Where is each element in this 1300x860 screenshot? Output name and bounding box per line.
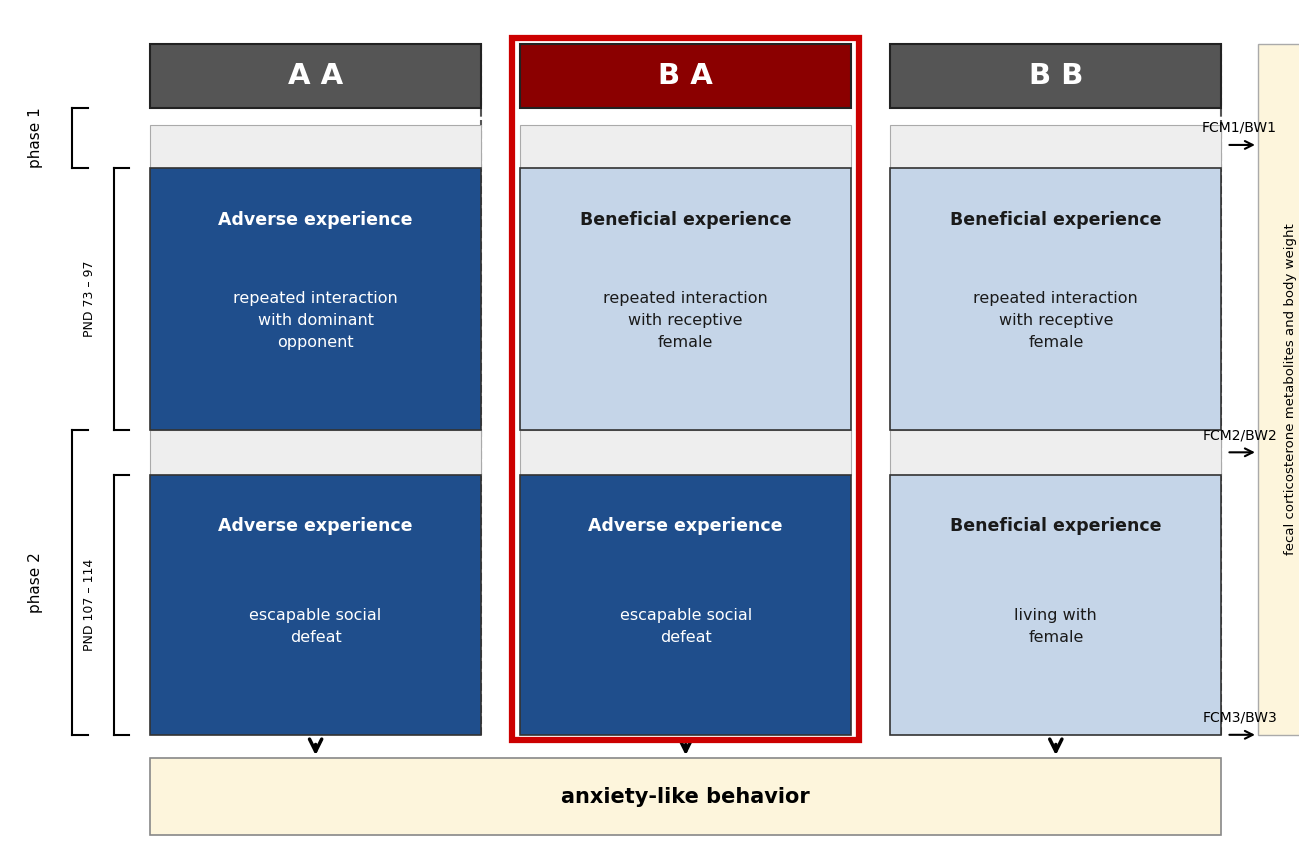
Bar: [891, 475, 1222, 734]
Bar: [150, 168, 481, 430]
Bar: [891, 168, 1222, 430]
Text: PND 107 – 114: PND 107 – 114: [82, 559, 95, 651]
Text: phase 1: phase 1: [29, 108, 43, 169]
Text: B A: B A: [658, 62, 714, 89]
Text: Adverse experience: Adverse experience: [589, 517, 783, 535]
Text: FCM1/BW1: FCM1/BW1: [1202, 120, 1277, 135]
Bar: [520, 44, 852, 108]
Bar: [1258, 44, 1300, 734]
Bar: [891, 430, 1222, 475]
Bar: [520, 430, 852, 475]
Bar: [150, 430, 481, 475]
Text: Beneficial experience: Beneficial experience: [950, 517, 1162, 535]
Text: A A: A A: [289, 62, 343, 89]
Bar: [150, 758, 1222, 835]
Text: repeated interaction
with receptive
female: repeated interaction with receptive fema…: [974, 291, 1139, 350]
Text: fecal corticosterone metabolites and body weight: fecal corticosterone metabolites and bod…: [1283, 224, 1296, 555]
Text: B B: B B: [1028, 62, 1083, 89]
Text: FCM2/BW2: FCM2/BW2: [1202, 428, 1277, 442]
Bar: [891, 44, 1222, 108]
Bar: [520, 475, 852, 734]
Text: Adverse experience: Adverse experience: [218, 517, 413, 535]
Text: PND 73 – 97: PND 73 – 97: [82, 261, 95, 337]
Bar: [150, 475, 481, 734]
Text: Adverse experience: Adverse experience: [218, 211, 413, 229]
Bar: [520, 126, 852, 168]
Text: repeated interaction
with receptive
female: repeated interaction with receptive fema…: [603, 291, 768, 350]
Bar: [150, 126, 481, 168]
Text: Beneficial experience: Beneficial experience: [950, 211, 1162, 229]
Text: FCM3/BW3: FCM3/BW3: [1202, 710, 1277, 724]
Bar: [520, 168, 852, 430]
Text: escapable social
defeat: escapable social defeat: [250, 608, 382, 645]
Text: phase 2: phase 2: [29, 552, 43, 613]
Text: repeated interaction
with dominant
opponent: repeated interaction with dominant oppon…: [233, 291, 398, 350]
Bar: [891, 126, 1222, 168]
Bar: [150, 44, 481, 108]
Text: anxiety-like behavior: anxiety-like behavior: [562, 787, 810, 807]
Bar: [512, 39, 859, 740]
Text: escapable social
defeat: escapable social defeat: [620, 608, 751, 645]
Text: Beneficial experience: Beneficial experience: [580, 211, 792, 229]
Text: living with
female: living with female: [1014, 608, 1097, 645]
